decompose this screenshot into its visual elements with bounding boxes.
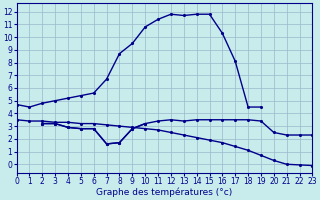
X-axis label: Graphe des températures (°c): Graphe des températures (°c)	[96, 188, 233, 197]
